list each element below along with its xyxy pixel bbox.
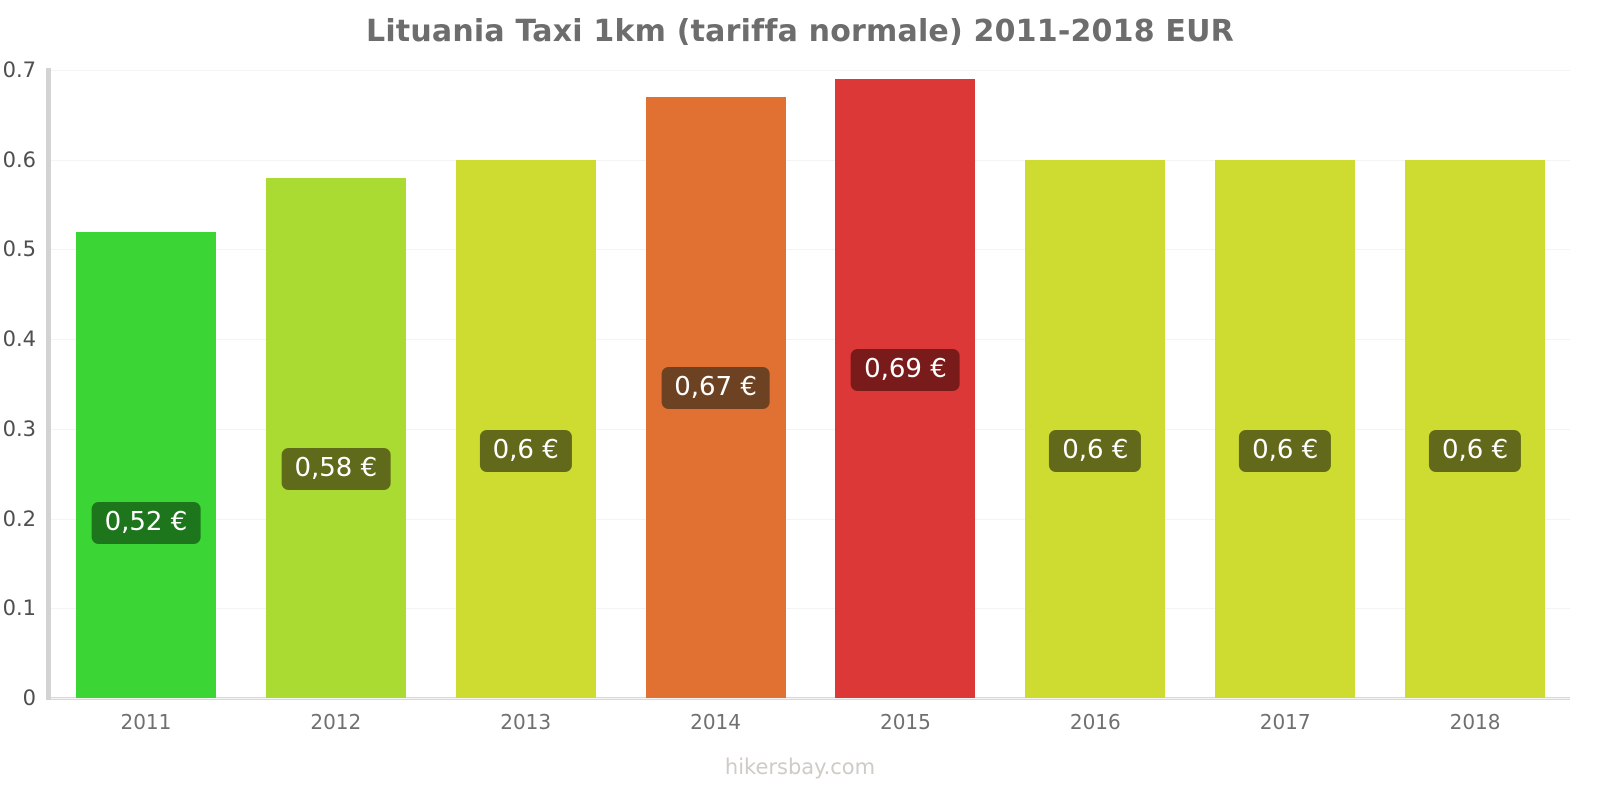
gridline [51,70,1570,71]
y-axis-tick-label: 0.7 [2,58,36,82]
y-axis-tick-label: 0 [22,686,36,710]
bar-value-label: 0,52 € [91,501,201,544]
bar-value-label: 0,6 € [479,429,572,472]
bar[interactable]: 0,6 € [455,159,596,698]
bar-value-label: 0,6 € [1049,429,1142,472]
bar[interactable]: 0,52 € [75,231,216,698]
gridline [51,428,1570,430]
y-axis-tick-label: 0.6 [2,147,36,172]
gridline [51,159,1570,161]
gridline [51,608,1570,610]
y-axis-line [46,68,51,700]
gridline [51,698,1570,699]
x-axis-tick-label: 2014 [690,710,742,734]
gridline [51,339,1570,341]
gridline [51,249,1570,251]
gridline [51,518,1570,520]
chart-title: Lituania Taxi 1km (tariffa normale) 2011… [366,14,1234,49]
bar-value-label: 0,6 € [1239,429,1332,472]
x-axis-tick-label: 2013 [500,710,552,734]
x-axis-tick-label: 2018 [1449,710,1501,734]
bar[interactable]: 0,58 € [265,177,406,698]
y-axis-tick-label: 0.4 [2,327,36,352]
x-axis-tick-label: 2017 [1259,710,1311,734]
bar[interactable]: 0,6 € [1215,159,1356,698]
plot-area: 0,52 € 0,58 € 0,6 € 0,67 € 0,69 € 0,6 € 0,6 € 0… [51,70,1570,699]
watermark-label: hikersbay.com [724,755,876,779]
bar[interactable]: 0,69 € [835,78,976,698]
y-axis-tick-label: 0.5 [2,237,36,262]
y-axis-tick-label: 0.1 [2,596,36,621]
x-axis-tick-label: 2016 [1069,710,1121,734]
x-axis-tick-label: 2015 [879,710,931,734]
bar-value-label: 0,58 € [281,447,391,490]
bar-value-label: 0,6 € [1428,429,1522,472]
bar[interactable]: 0,6 € [1405,159,1546,698]
bar-value-label: 0,67 € [661,366,770,409]
bar[interactable]: 0,6 € [1025,159,1166,698]
x-axis-tick-label: 2011 [120,710,172,734]
bar[interactable]: 0,67 € [645,96,786,698]
y-axis-tick-label: 0.2 [2,506,36,531]
y-axis-tick-label: 0.3 [2,416,36,441]
bar-value-label: 0,69 € [851,348,960,391]
x-axis-tick-label: 2012 [310,710,362,734]
